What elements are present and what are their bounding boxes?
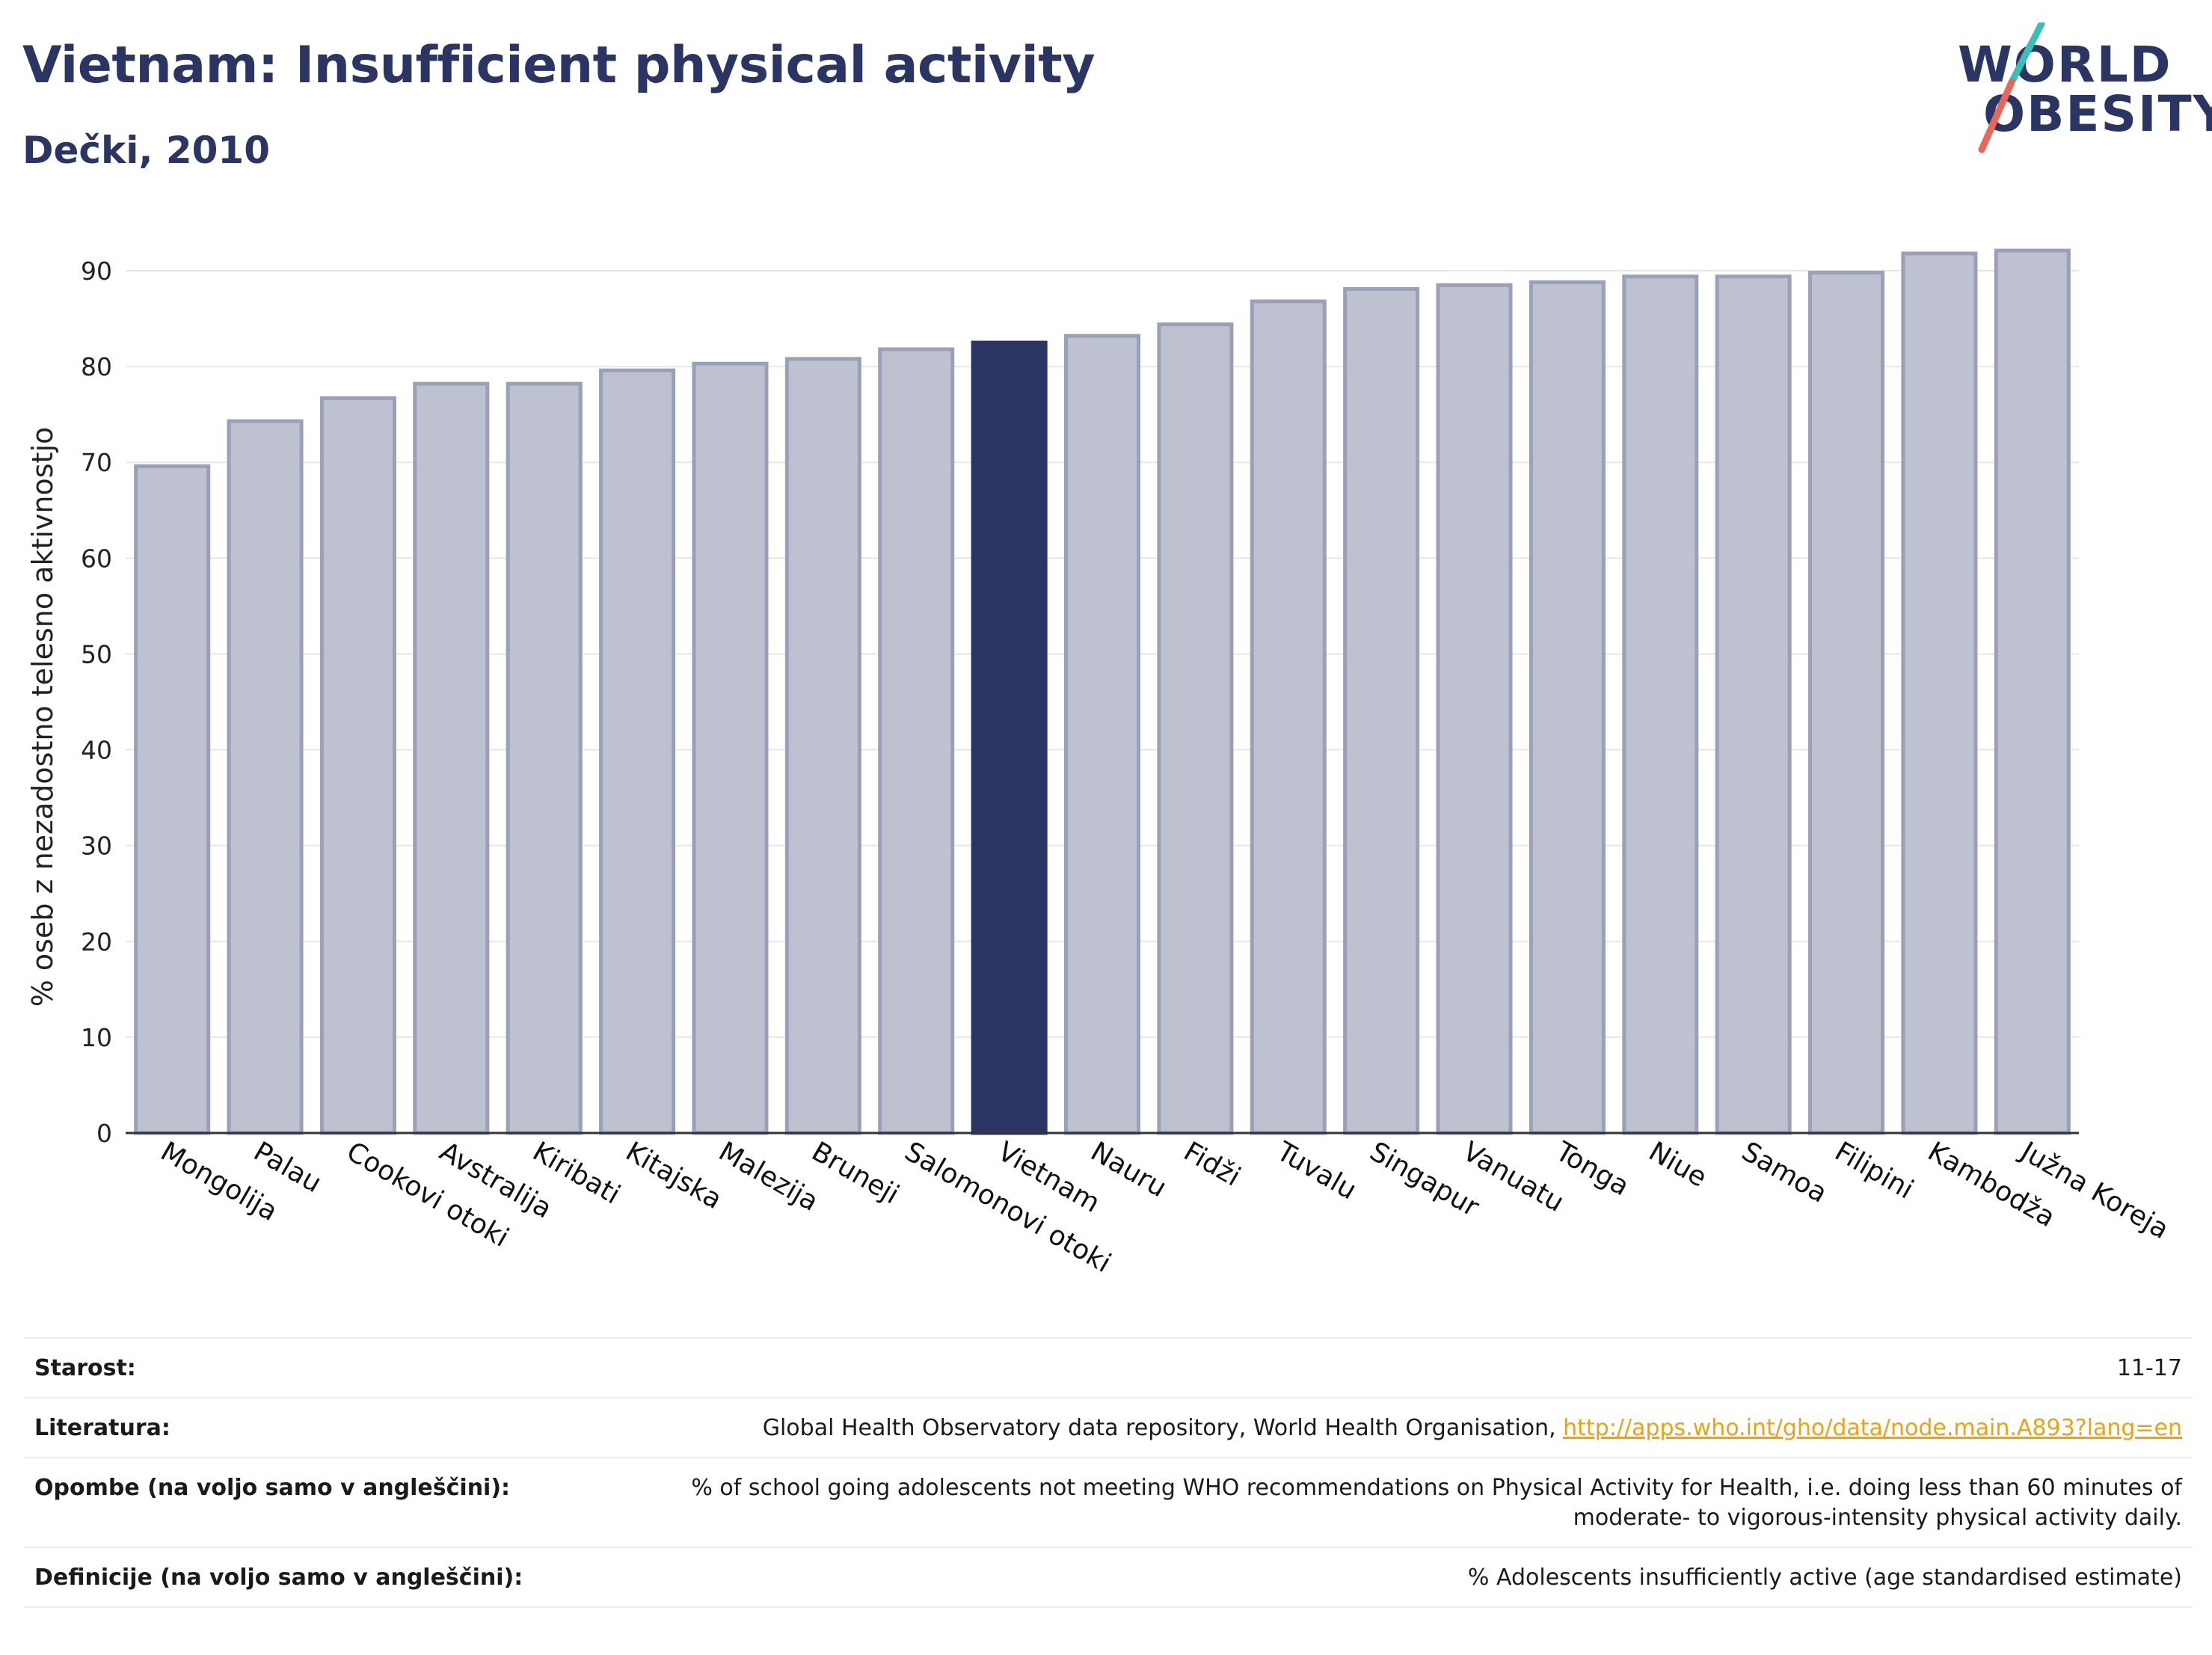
x-tick-label: Bruneji: [806, 1136, 904, 1210]
logo-text-line1: WORLD: [1958, 36, 2172, 93]
bar: [413, 381, 490, 1135]
meta-row-notes: Opombe (na voljo samo v angleščini): % o…: [24, 1457, 2193, 1547]
bar: [1622, 274, 1699, 1135]
bar: [319, 396, 396, 1135]
bar: [1250, 299, 1327, 1135]
meta-value: Global Health Observatory data repositor…: [762, 1415, 1564, 1441]
bar-chart: 0 10 20 30 40 50 60 70 80 90 % oseb z nezadostno t…: [26, 248, 2174, 1279]
chart-title: Vietnam: Insufficient physical activity: [22, 36, 1096, 95]
bar: [784, 357, 861, 1135]
y-tick-label: 60: [81, 544, 112, 573]
y-tick-label: 90: [81, 257, 112, 286]
y-tick-label: 70: [81, 448, 112, 477]
logo-slash-icon: [1978, 22, 2045, 153]
meta-row-reference: Literatura: Global Health Observatory da…: [24, 1397, 2193, 1457]
x-tick-label: Kitajska: [621, 1136, 727, 1215]
bar: [1901, 251, 1978, 1135]
bar: [134, 464, 211, 1135]
y-tick-label: 50: [81, 639, 112, 669]
bar: [692, 361, 769, 1135]
bar: [1436, 283, 1513, 1135]
meta-value: % of school going adolescents not meetin…: [691, 1475, 2182, 1531]
meta-row-age: Starost: 11-17: [24, 1337, 2193, 1397]
x-tick-label: Cookovi otoki: [341, 1136, 514, 1253]
bar: [1529, 280, 1606, 1135]
bar: [1157, 322, 1234, 1135]
meta-label: Opombe (na voljo samo v angleščini):: [34, 1475, 511, 1501]
logo-text-line2: OBESITY: [1983, 85, 2212, 143]
bar: [506, 381, 583, 1135]
y-tick-label: 10: [81, 1023, 112, 1052]
bar: [227, 419, 304, 1135]
x-tick-label: Fidži: [1179, 1136, 1246, 1192]
bar: [1715, 274, 1792, 1135]
meta-value-container: Global Health Observatory data repositor…: [763, 1413, 2182, 1443]
bar: [1808, 271, 1885, 1135]
bar: [878, 347, 955, 1135]
meta-row-definitions: Definicije (na voljo samo v angleščini):…: [24, 1547, 2193, 1608]
meta-label: Definicije (na voljo samo v angleščini):: [34, 1565, 523, 1591]
y-tick-label: 80: [81, 352, 112, 381]
x-tick-label: Niue: [1644, 1136, 1712, 1193]
y-axis-label: % oseb z nezadostno telesno aktivnostjo: [26, 427, 59, 1007]
meta-value: 11-17: [2116, 1355, 2182, 1381]
x-tick-label: Tuvalu: [1271, 1136, 1361, 1206]
world-obesity-logo: WORLD OBESITY: [1952, 22, 2212, 157]
meta-label: Literatura:: [34, 1415, 170, 1441]
bar: [599, 368, 676, 1135]
y-tick-label: 40: [81, 736, 112, 765]
y-tick-label: 30: [81, 832, 112, 861]
x-tick-label: Filipini: [1830, 1136, 1919, 1205]
bar: [1994, 248, 2071, 1135]
bar: [1343, 286, 1420, 1135]
y-tick-label: 0: [96, 1119, 112, 1148]
bar: [1063, 334, 1141, 1135]
bar-highlight: [971, 340, 1048, 1135]
chart-subtitle: Dečki, 2010: [22, 129, 271, 172]
metadata-table: Starost: 11-17 Literatura: Global Health…: [24, 1337, 2193, 1608]
x-tick-label: Malezija: [713, 1136, 823, 1218]
meta-label: Starost:: [34, 1355, 136, 1381]
x-tick-label: Samoa: [1736, 1136, 1832, 1209]
reference-link[interactable]: http://apps.who.int/gho/data/node.main.A…: [1563, 1415, 2182, 1441]
meta-value: % Adolescents insufficiently active (age…: [1467, 1565, 2182, 1591]
y-tick-label: 20: [81, 927, 112, 957]
